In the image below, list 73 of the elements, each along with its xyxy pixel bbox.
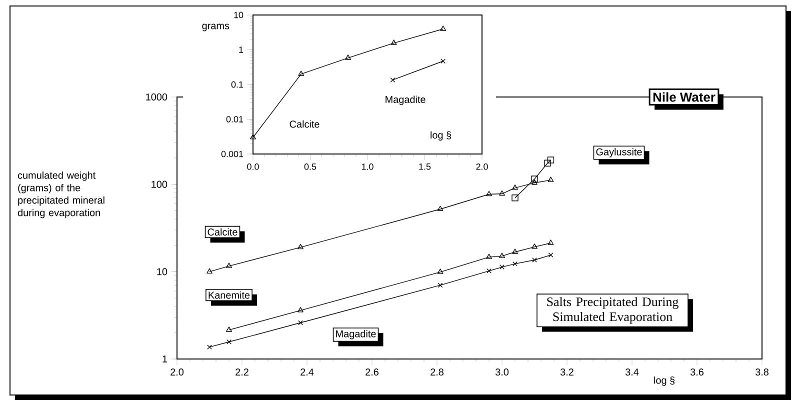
point: [548, 252, 554, 258]
x-tick-label: 1.0: [362, 164, 374, 170]
point: [437, 268, 444, 274]
point: [298, 244, 304, 250]
x-tick-label: 2.2: [236, 368, 248, 376]
point: [226, 326, 232, 332]
y-tick-label: 100: [152, 180, 168, 188]
point: [500, 264, 504, 270]
point: [499, 252, 505, 258]
point: [512, 184, 518, 190]
x-tick-label: 1.5: [419, 164, 431, 170]
series-label: Magadite: [386, 96, 426, 105]
point: [512, 261, 518, 266]
text: Kanemite: [208, 291, 250, 299]
y-tick-label: 10: [234, 12, 244, 18]
point: [298, 320, 303, 326]
x-tick-label: 0.0: [247, 164, 259, 170]
point: [532, 244, 538, 249]
point: [250, 134, 256, 140]
point: [207, 344, 212, 350]
series-label: Calcite: [290, 120, 320, 128]
point: [390, 77, 396, 82]
point: [531, 176, 538, 182]
y-tick-label: 0.01: [226, 116, 244, 122]
y-axis-title: grams: [202, 24, 230, 32]
text: Gaylussite: [596, 148, 642, 158]
point: [345, 54, 351, 60]
point: [532, 258, 537, 262]
x-tick-label: 2.6: [366, 368, 378, 376]
x-tick-label: 3.0: [495, 368, 509, 376]
point: [486, 254, 492, 259]
series-label: Magadite: [336, 330, 376, 340]
point: [548, 240, 554, 245]
x-axis-title: log §: [654, 376, 675, 386]
text: Calcite: [208, 228, 238, 236]
point: [438, 282, 443, 288]
point: [486, 268, 492, 274]
y-tick-label: 1: [162, 356, 168, 362]
point: [206, 268, 212, 274]
point: [548, 176, 554, 182]
y-tick-label: 10: [157, 268, 168, 276]
point: [226, 339, 232, 344]
point: [440, 58, 446, 64]
point: [298, 307, 304, 312]
x-tick-label: 0.5: [304, 164, 316, 170]
x-tick-label: 2.4: [300, 368, 314, 376]
point: [298, 70, 304, 76]
point: [512, 248, 518, 254]
point: [512, 194, 518, 202]
point: [486, 190, 492, 196]
point: [390, 40, 397, 45]
y-tick-label: 1: [239, 46, 244, 53]
point: [437, 206, 444, 211]
x-axis-title: log §: [430, 131, 452, 141]
y-axis-title: cumulated weight (grams) of the precipitated mineral during evaporation: [18, 172, 104, 218]
x-tick-label: 2.8: [430, 368, 444, 376]
point: [547, 156, 554, 164]
point: [532, 180, 538, 185]
x-tick-label: 3.8: [755, 368, 769, 376]
y-tick-label: 0.001: [221, 150, 244, 158]
point: [440, 26, 446, 31]
y-tick-label: 0.1: [231, 81, 244, 88]
x-tick-label: 3.2: [560, 368, 574, 376]
y-tick-label: 1000: [146, 93, 168, 101]
x-tick-label: 3.4: [625, 368, 639, 376]
point: [544, 160, 551, 166]
point: [226, 262, 232, 268]
x-tick-label: 3.6: [690, 368, 704, 376]
text: Salts Precipitated During Simulated Evaporation: [547, 297, 678, 324]
point: [499, 190, 505, 196]
x-tick-label: 2.0: [170, 368, 184, 376]
x-tick-label: 2.0: [476, 164, 488, 170]
chart-title: Nile Water: [653, 92, 716, 102]
